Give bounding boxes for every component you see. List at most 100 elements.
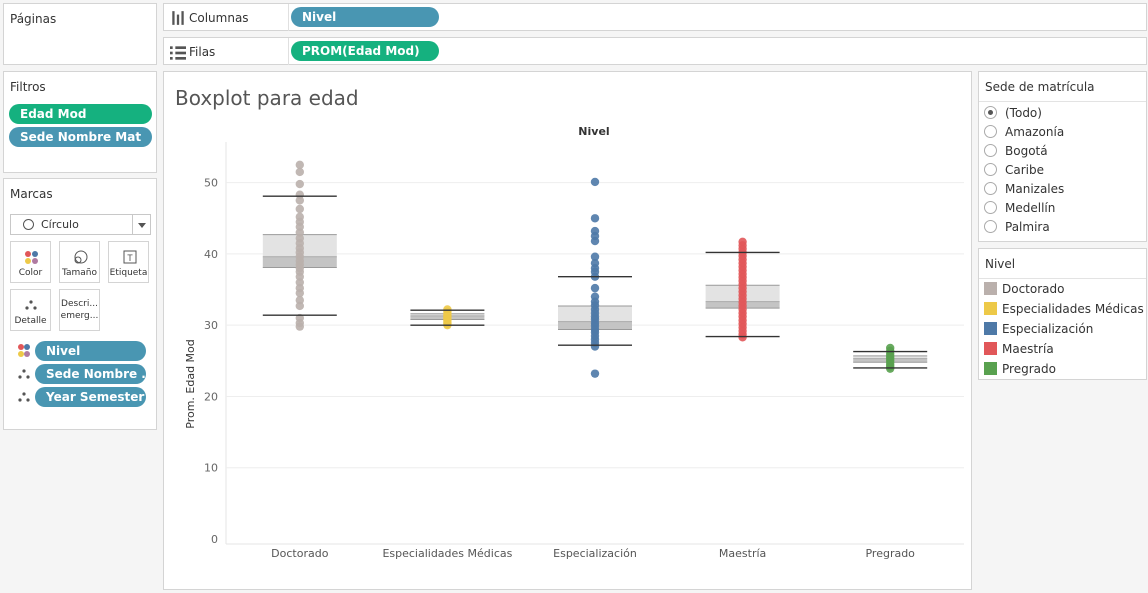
data-point [590,342,600,351]
data-point [295,196,304,205]
chevron-down-icon [138,223,146,228]
data-point [886,364,895,373]
data-point [590,283,600,293]
y-tick-label: 40 [204,248,218,261]
data-point [295,167,304,177]
rows-pill-edad[interactable]: PROM(Edad Mod) [291,41,439,61]
filters-card: Filtros Edad Mod Sede Nombre Mat [3,71,157,173]
legend-card: Nivel Doctorado Especialidades Médicas Esp… [978,248,1147,380]
y-tick-label: 0 [211,533,218,546]
detail-dots-icon [25,300,37,310]
size-button[interactable]: Tamaño [59,241,100,283]
radio-icon[interactable] [984,144,997,157]
y-tick-label: 50 [204,177,218,190]
legend-item[interactable]: Especialización [984,320,1093,338]
y-tick-label: 20 [204,390,218,403]
chart-title: Boxplot para edad [175,86,359,110]
data-point [590,369,600,378]
size-button-label: Tamaño [61,268,97,278]
circle-icon [23,219,34,230]
mark-type-label: Círculo [41,218,79,231]
sede-option-label: Manizales [1005,182,1065,196]
data-point [738,333,747,342]
sede-option[interactable]: Bogotá [984,142,1048,160]
radio-icon[interactable] [984,201,997,214]
sede-option-label: Bogotá [1005,144,1048,158]
sede-option-label: Palmira [1005,220,1050,234]
data-point [295,322,304,331]
boxplot-chart: Nivel Prom. Edad Mod 0 10 20 30 40 50 Doctorad… [184,125,964,560]
legend-item[interactable]: Especialidades Médicas [984,300,1144,318]
color-dots-icon [18,344,30,357]
pages-shelf[interactable]: Páginas [3,3,157,65]
y-tick-label: 30 [204,319,218,332]
detail-button[interactable]: Detalle [10,289,51,331]
rows-label: Filas [189,45,216,59]
sede-option[interactable]: Manizales [984,180,1064,198]
data-point [590,177,600,187]
sede-filter-title: Sede de matrícula [979,72,1146,102]
sede-option-label: (Todo) [1005,106,1042,120]
chart-card: Boxplot para edad Nivel Prom. Edad Mod 0… [163,71,972,590]
sede-option-label: Amazonía [1005,125,1065,139]
color-dots-icon [25,251,38,264]
column-header: Nivel [578,125,609,138]
svg-text:T: T [127,253,133,263]
legend-swatch [984,282,997,295]
legend-item[interactable]: Doctorado [984,280,1064,298]
x-category-label: Especialidades Médicas [382,547,512,560]
data-point [295,301,304,311]
data-point [590,214,600,223]
radio-icon[interactable] [984,220,997,233]
legend-item[interactable]: Pregrado [984,360,1056,378]
sede-option[interactable]: Medellín [984,199,1055,217]
sede-filter-card: Sede de matrícula (Todo) Amazonía Bogotá Ca… [978,71,1147,242]
tooltip-button[interactable]: Descri... emerg... [59,289,100,331]
detail-dots-icon [18,392,30,402]
legend-label: Doctorado [1002,282,1065,296]
radio-icon[interactable] [984,163,997,176]
sede-option[interactable]: (Todo) [984,104,1042,122]
columns-shelf[interactable]: Columnas Nivel [163,3,1147,31]
color-button-label: Color [18,268,43,278]
filter-pill-sede[interactable]: Sede Nombre Mat [9,127,152,147]
legend-label: Maestría [1002,342,1054,356]
legend-swatch [984,302,997,315]
x-category-label: Especialización [553,547,637,560]
detail-button-label: Detalle [14,316,47,326]
legend-label: Pregrado [1002,362,1056,376]
columns-pill-nivel[interactable]: Nivel [291,7,439,27]
tooltip-button-label: Descri... emerg... [60,299,99,321]
sede-option[interactable]: Palmira [984,218,1050,236]
marks-field-sede[interactable]: Sede Nombre .. [35,364,146,384]
legend-label: Especialización [1002,322,1094,336]
y-axis-label: Prom. Edad Mod [184,339,197,429]
data-point [590,252,600,261]
radio-icon[interactable] [984,106,997,119]
color-button[interactable]: Color [10,241,51,283]
radio-icon[interactable] [984,125,997,138]
data-point [295,288,304,298]
marks-card: Marcas Círculo Color Tamaño T Etiqueta D… [3,178,157,430]
y-tick-label: 10 [204,462,218,475]
sede-option[interactable]: Amazonía [984,123,1064,141]
mark-type-dropdown[interactable]: Círculo [10,214,151,235]
x-category-label: Doctorado [271,547,329,560]
x-category-label: Pregrado [865,547,915,560]
marks-field-nivel[interactable]: Nivel [35,341,146,361]
filters-title: Filtros [10,80,46,94]
data-point [295,160,304,170]
label-button[interactable]: T Etiqueta [108,241,149,283]
marks-title: Marcas [10,187,53,201]
data-point [590,236,600,246]
legend-swatch [984,342,997,355]
size-icon [74,250,88,264]
marks-field-year[interactable]: Year Semester [35,387,146,407]
legend-item[interactable]: Maestría [984,340,1054,358]
sede-option-label: Caribe [1005,163,1044,177]
filter-pill-edad-mod[interactable]: Edad Mod [9,104,152,124]
radio-icon[interactable] [984,182,997,195]
text-label-icon: T [123,250,137,264]
rows-shelf[interactable]: Filas PROM(Edad Mod) [163,37,1147,65]
sede-option[interactable]: Caribe [984,161,1044,179]
